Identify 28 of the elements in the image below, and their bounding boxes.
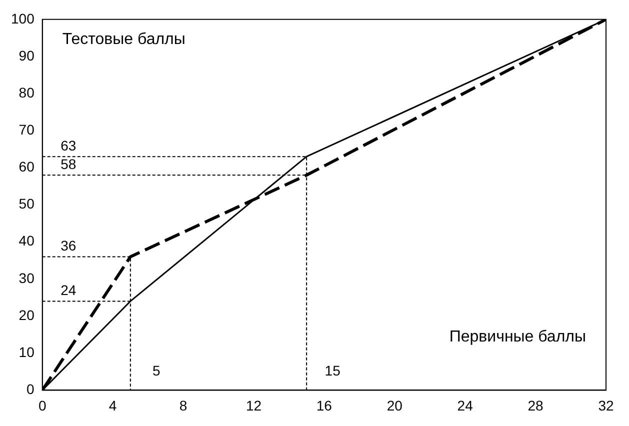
annotation: 63 — [60, 137, 76, 154]
annotation: 5 — [152, 362, 161, 379]
y-axis-title: Тестовые баллы — [62, 30, 186, 48]
x-tick-label: 24 — [457, 397, 474, 414]
x-tick-label: 4 — [108, 397, 117, 414]
x-tick-label: 28 — [528, 397, 544, 414]
y-tick-label: 30 — [18, 270, 35, 286]
y-tick-label: 100 — [11, 10, 35, 26]
annotation: 36 — [60, 238, 76, 254]
y-tick-label: 10 — [18, 344, 35, 360]
annotation: 24 — [60, 282, 76, 298]
y-tick-label: 80 — [18, 84, 35, 100]
x-tick-label: 32 — [598, 397, 614, 414]
x-tick-label: 0 — [38, 397, 46, 414]
annotation: 15 — [324, 362, 341, 379]
y-tick-label: 60 — [18, 158, 35, 175]
x-tick-label: 8 — [179, 397, 188, 414]
x-axis-title: Первичные баллы — [449, 328, 586, 346]
y-tick-label: 90 — [18, 47, 35, 64]
x-tick-label: 12 — [246, 397, 262, 414]
x-tick-label: 20 — [386, 397, 403, 414]
y-tick-label: 0 — [26, 381, 35, 398]
x-tick-label: 16 — [316, 397, 332, 414]
y-tick-label: 50 — [18, 196, 35, 212]
y-tick-label: 40 — [18, 232, 35, 249]
y-tick-label: 70 — [18, 122, 35, 138]
annotation: 58 — [60, 156, 76, 172]
y-tick-label: 20 — [18, 306, 35, 323]
